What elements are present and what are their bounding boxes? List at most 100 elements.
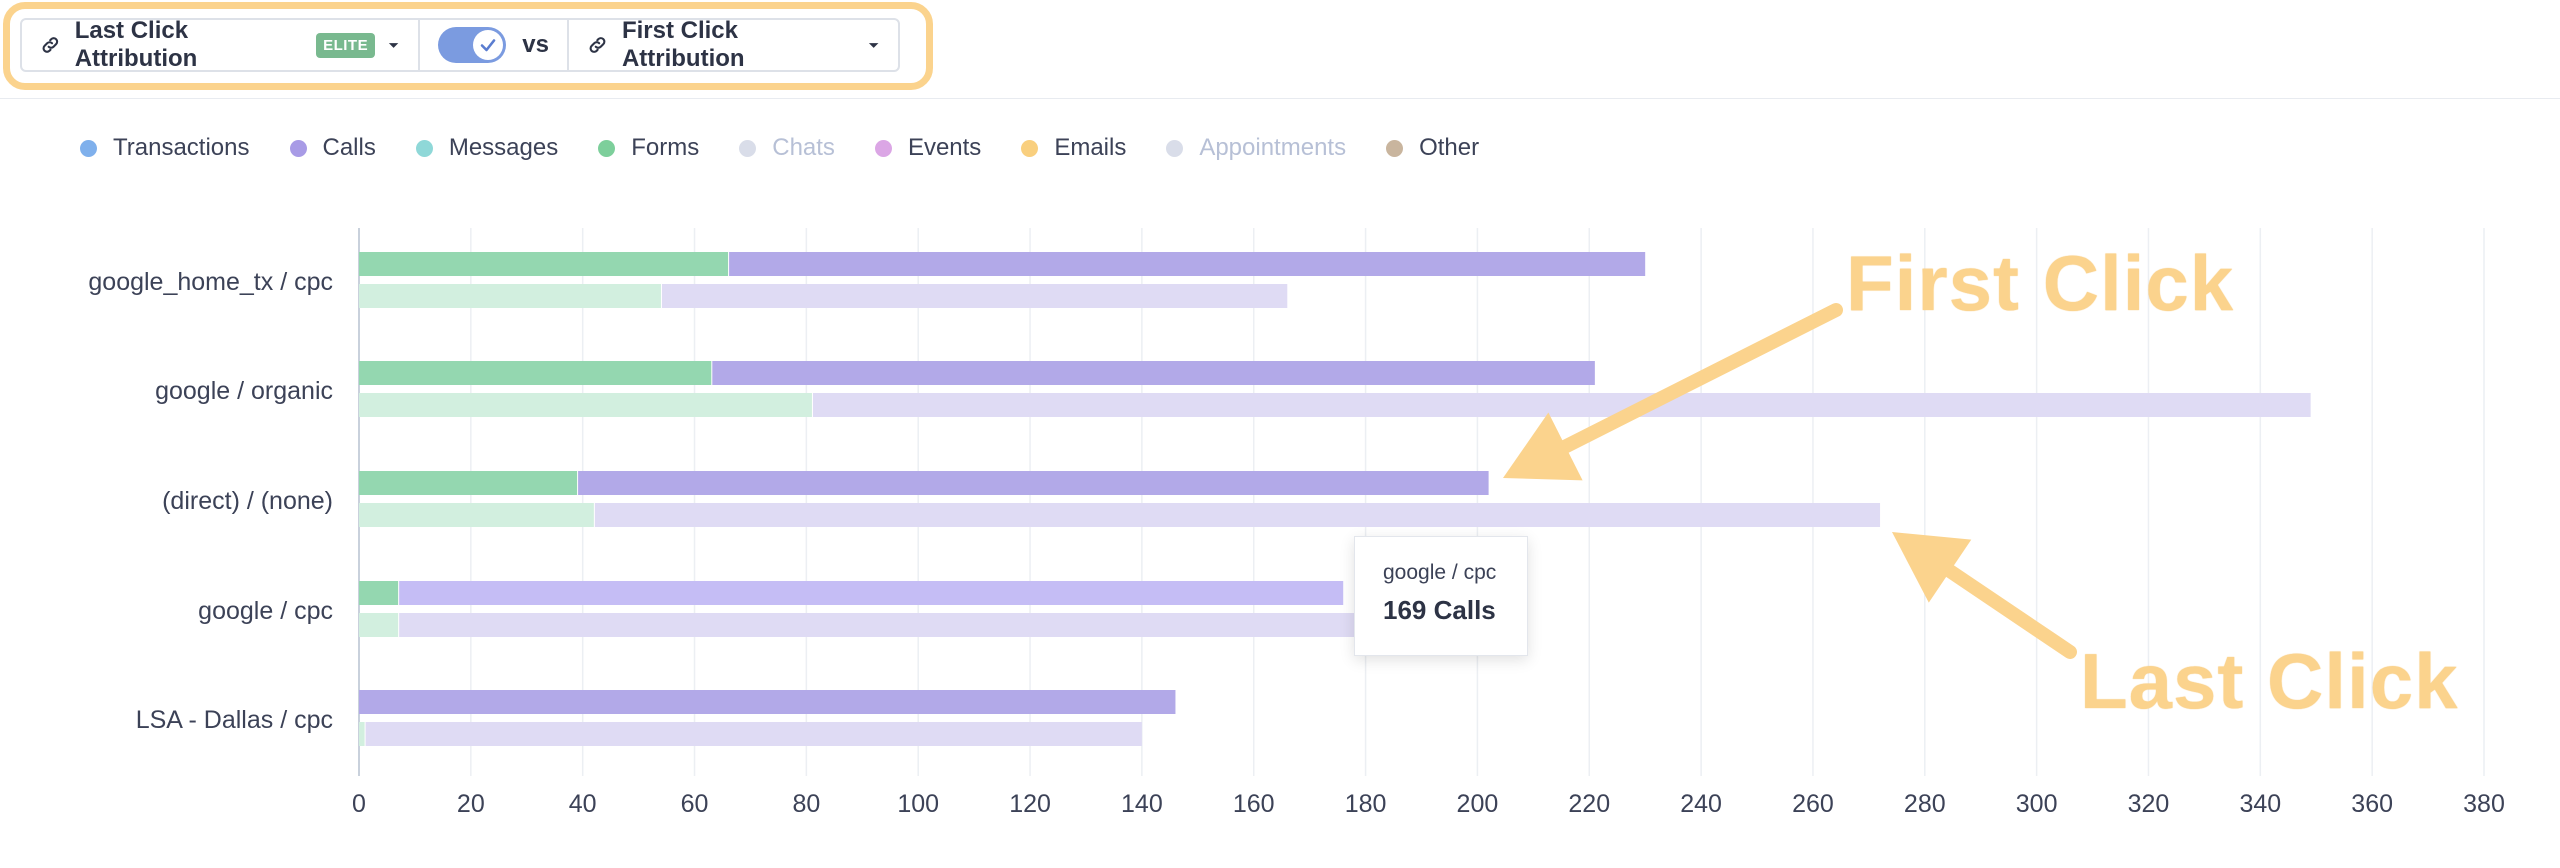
- bar-calls-last-click: [399, 581, 1344, 605]
- bar-forms-last-click: [359, 471, 578, 495]
- bar-forms-first-click: [359, 284, 661, 308]
- legend-label: Messages: [448, 134, 559, 161]
- check-icon: [480, 39, 496, 52]
- x-tick-label: 240: [1680, 790, 1722, 818]
- legend-item-transactions[interactable]: Transactions: [80, 134, 250, 162]
- x-tick-label: 280: [1904, 790, 1946, 818]
- legend-label: Emails: [1054, 134, 1127, 161]
- x-tick-label: 140: [1121, 790, 1163, 818]
- link-icon: [42, 37, 59, 53]
- bar-forms-last-click: [359, 361, 712, 385]
- legend-dot: [1386, 139, 1404, 157]
- x-tick-label: 40: [569, 790, 597, 818]
- arrow-shaft: [1558, 303, 1843, 454]
- header-divider: [0, 98, 2560, 99]
- legend-item-chats[interactable]: Chats: [739, 134, 835, 162]
- left-model-label: Last Click Attribution: [74, 17, 198, 72]
- category-label: google_home_tx / cpc: [88, 268, 333, 296]
- bar-forms-first-click: [359, 503, 594, 527]
- legend-item-forms[interactable]: Forms: [598, 134, 699, 162]
- x-axis-ticks: 0 20 40 60 80 100 120 140 160 180 200 220 240 260 280 3…: [352, 790, 2505, 818]
- chart-tooltip: google / cpc 169 Calls: [1354, 536, 1528, 656]
- legend-dot: [1166, 139, 1184, 157]
- legend-label: Other: [1419, 134, 1480, 161]
- x-tick-label: 200: [1457, 790, 1499, 818]
- legend-item-appointments[interactable]: Appointments: [1166, 134, 1346, 162]
- legend-item-events[interactable]: Events: [874, 134, 982, 162]
- bar-forms-last-click: [359, 252, 729, 276]
- category-label: google / cpc: [198, 597, 333, 625]
- bar-calls-first-click: [661, 284, 1288, 308]
- legend-dot: [598, 139, 616, 157]
- link-icon: [589, 37, 606, 53]
- legend-dot: [80, 139, 97, 157]
- chart-bars: [359, 252, 2311, 746]
- first-click-annotation: First Click: [1846, 239, 2235, 327]
- category-label: google / organic: [155, 377, 333, 405]
- bar-calls-first-click: [812, 393, 2311, 417]
- annotation-arrows: [1503, 303, 2077, 659]
- chevron-down-icon: [388, 43, 399, 48]
- last-click-annotation: Last Click: [2080, 637, 2459, 725]
- left-model-dropdown[interactable]: Last Click Attribution ELITE: [22, 17, 418, 72]
- bar-forms-first-click: [359, 613, 399, 637]
- legend-label: Events: [907, 134, 982, 161]
- elite-badge: ELITE: [316, 32, 376, 58]
- vs-label: vs: [522, 31, 549, 58]
- x-tick-label: 300: [2016, 790, 2058, 818]
- tooltip-value: 169 Calls: [1383, 595, 1496, 625]
- x-tick-label: 160: [1233, 790, 1275, 818]
- x-tick-label: 180: [1345, 790, 1387, 818]
- x-tick-label: 360: [2351, 790, 2393, 818]
- x-tick-label: 0: [352, 790, 366, 818]
- legend-dot: [739, 139, 757, 157]
- bar-calls-last-click: [729, 252, 1646, 276]
- bar-calls-last-click: [359, 690, 1176, 714]
- bar-calls-last-click: [712, 361, 1595, 385]
- category-labels: google_home_tx / cpc google / organic (dir…: [88, 268, 333, 734]
- x-tick-label: 260: [1792, 790, 1834, 818]
- tooltip-source: google / cpc: [1383, 561, 1497, 584]
- legend-dot: [874, 139, 892, 157]
- legend-item-other[interactable]: Other: [1386, 134, 1479, 162]
- legend-label: Chats: [772, 134, 835, 161]
- chart-gridlines: [358, 228, 2485, 776]
- bar-forms-last-click: [359, 581, 399, 605]
- last-click-arrow: [1892, 532, 2077, 659]
- compare-toggle[interactable]: [438, 27, 507, 63]
- x-tick-label: 120: [1009, 790, 1051, 818]
- x-tick-label: 340: [2239, 790, 2281, 818]
- bar-forms-first-click: [359, 393, 812, 417]
- compare-toggle-group: vs: [418, 20, 567, 70]
- legend-label: Appointments: [1199, 134, 1347, 161]
- legend-item-messages[interactable]: Messages: [415, 134, 559, 162]
- attribution-toolbar: Last Click Attribution ELITE vs First Cl…: [20, 17, 900, 72]
- toggle-knob: [473, 30, 504, 60]
- x-tick-label: 80: [792, 790, 820, 818]
- category-label: LSA - Dallas / cpc: [136, 706, 333, 734]
- legend-dot: [289, 139, 307, 157]
- x-tick-label: 100: [897, 790, 939, 818]
- legend-label: Forms: [631, 134, 700, 161]
- legend-label: Calls: [322, 134, 376, 161]
- bar-forms-first-click: [359, 722, 365, 746]
- arrow-shaft: [1943, 564, 2077, 659]
- legend-item-emails[interactable]: Emails: [1021, 134, 1126, 162]
- chart-legend: Transactions Calls Messages Forms Chats Event…: [80, 134, 1519, 162]
- legend-item-calls[interactable]: Calls: [289, 134, 376, 162]
- arrow-head: [1892, 532, 1972, 603]
- x-tick-label: 20: [457, 790, 485, 818]
- legend-label: Transactions: [113, 134, 250, 161]
- x-tick-label: 60: [681, 790, 709, 818]
- right-model-dropdown[interactable]: First Click Attribution: [566, 17, 898, 72]
- chevron-down-icon: [868, 43, 879, 48]
- x-tick-label: 220: [1568, 790, 1610, 818]
- first-click-arrow: [1503, 303, 1843, 481]
- legend-dot: [1021, 139, 1039, 157]
- arrow-head: [1503, 412, 1583, 481]
- x-tick-label: 380: [2463, 790, 2505, 818]
- bar-calls-last-click: [578, 471, 1489, 495]
- x-tick-label: 320: [2128, 790, 2170, 818]
- category-label: (direct) / (none): [162, 487, 333, 515]
